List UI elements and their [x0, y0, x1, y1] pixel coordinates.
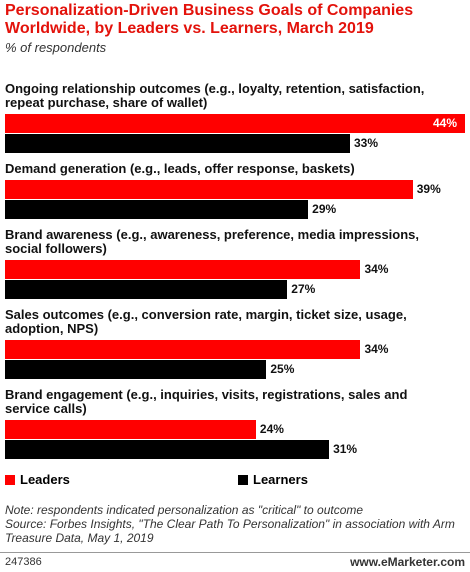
category-label: Brand awareness (e.g., awareness, prefer…	[5, 227, 420, 256]
value-label: 34%	[364, 262, 389, 276]
category-group: Demand generation (e.g., leads, offer re…	[0, 162, 470, 220]
bar-row: 25%	[0, 360, 470, 380]
value-label: 24%	[259, 422, 284, 436]
bar-row: 39%	[0, 180, 470, 200]
notes: Note: respondents indicated personalizat…	[5, 503, 465, 545]
category-label: Brand engagement (e.g., inquiries, visit…	[5, 387, 408, 416]
value-label: 44%	[433, 116, 458, 130]
value-label: 27%	[291, 282, 316, 296]
bar-row: 31%	[0, 440, 470, 460]
category-label: Sales outcomes (e.g., conversion rate, m…	[5, 307, 407, 336]
value-label: 29%	[312, 202, 337, 216]
value-label: 25%	[270, 362, 295, 376]
category-label: Ongoing relationship outcomes (e.g., loy…	[5, 81, 425, 110]
bar	[5, 134, 350, 153]
legend: Leaders Learners	[0, 472, 470, 490]
bar-row: 29%	[0, 200, 470, 220]
bar	[5, 280, 288, 299]
bar	[5, 340, 361, 359]
legend-label: Leaders	[20, 472, 70, 487]
value-label: 39%	[416, 182, 441, 196]
bar	[5, 440, 330, 459]
value-label: 34%	[364, 342, 389, 356]
bar-row: 44%	[0, 114, 470, 134]
category-group: Brand awareness (e.g., awareness, prefer…	[0, 228, 470, 300]
legend-label: Learners	[253, 472, 308, 487]
bar-row: 34%	[0, 340, 470, 360]
bar	[5, 420, 256, 439]
bar	[5, 360, 267, 379]
bar	[5, 200, 309, 219]
value-label: 31%	[333, 442, 358, 456]
category-group: Sales outcomes (e.g., conversion rate, m…	[0, 308, 470, 380]
value-label: 33%	[354, 136, 379, 150]
category-label: Demand generation (e.g., leads, offer re…	[5, 161, 355, 176]
bar	[5, 114, 465, 133]
bar	[5, 260, 361, 279]
category-group: Ongoing relationship outcomes (e.g., loy…	[0, 82, 470, 154]
bar-row: 24%	[0, 420, 470, 440]
bar-row: 34%	[0, 260, 470, 280]
bar-row: 27%	[0, 280, 470, 300]
plot-area: Ongoing relationship outcomes (e.g., loy…	[0, 82, 470, 468]
bar	[5, 180, 413, 199]
note: Note: respondents indicated personalizat…	[5, 503, 364, 517]
footer-rule	[0, 552, 470, 553]
category-group: Brand engagement (e.g., inquiries, visit…	[0, 388, 470, 460]
chart-id: 247386	[5, 556, 42, 568]
chart-subtitle: % of respondents	[5, 40, 107, 55]
bar-row: 33%	[0, 134, 470, 154]
legend-swatch	[5, 475, 15, 485]
brand: www.eMarketer.com	[350, 555, 465, 569]
chart-title: Personalization-Driven Business Goals of…	[5, 2, 414, 37]
source: Source: Forbes Insights, "The Clear Path…	[5, 517, 455, 545]
legend-swatch	[238, 475, 248, 485]
